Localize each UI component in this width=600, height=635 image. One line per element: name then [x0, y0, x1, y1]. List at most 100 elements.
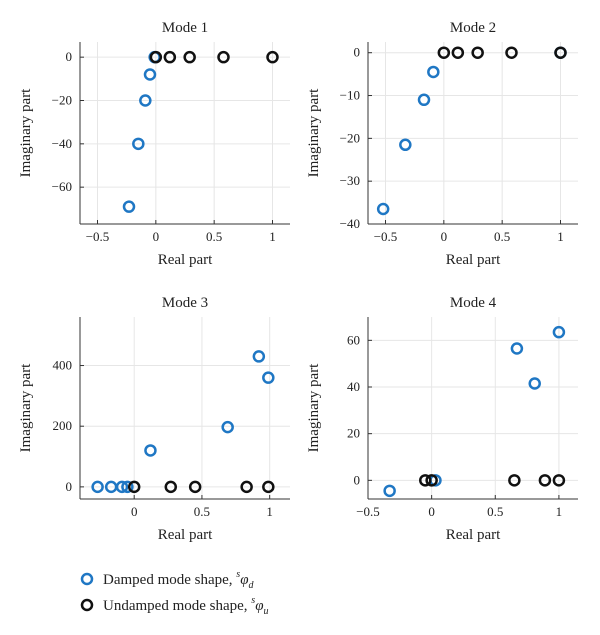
mode-1-damped-point — [139, 94, 152, 107]
mode-4-undamped-point — [538, 474, 552, 487]
mode-1-damped-point — [132, 137, 145, 151]
mode-4-damped-point — [510, 342, 524, 355]
mode-2-x-tick-label: 0.5 — [494, 229, 510, 244]
mode-2-damped-point — [376, 202, 390, 216]
mode-2-title: Mode 2 — [450, 20, 496, 36]
mode-3-title: Mode 3 — [162, 295, 208, 311]
mode-4-damped-point — [552, 325, 566, 339]
mode-3-x-tick-label: 1 — [266, 504, 273, 519]
legend-marker-damped — [80, 572, 94, 586]
mode-2-y-tick-label: −20 — [340, 130, 360, 145]
mode-4-y-axis-label: Imaginary part — [306, 363, 322, 453]
legend: Damped mode shape, sφd Undamped mode sha… — [80, 569, 269, 617]
mode-3-damped-series — [91, 350, 275, 494]
mode-1-x-tick-label: 0 — [153, 229, 160, 244]
mode-3-plot-area — [80, 317, 290, 499]
mode-3-undamped-point — [188, 480, 202, 494]
mode-1-y-tick-label: −20 — [52, 93, 72, 108]
mode-1-damped-point — [122, 200, 136, 213]
mode-1-y-tick-label: −40 — [52, 136, 72, 151]
mode-3-y-tick-label: 400 — [53, 358, 73, 373]
mode-3-damped-point — [144, 444, 157, 457]
mode-2-y-axis-label: Imaginary part — [306, 88, 322, 178]
legend-marker-undamped — [80, 598, 94, 612]
mode-3-y-tick-label: 0 — [66, 479, 73, 494]
mode-1-y-tick-label: −60 — [52, 179, 72, 194]
mode-4-x-axis-label: Real part — [446, 527, 501, 543]
mode-1-panel: −0.5 0 0.5 1 −60 −40 −20 0 Mode 1 Real part Imagin… — [18, 20, 290, 268]
mode-3-x-axis-label: Real part — [158, 527, 213, 543]
mode-4-x-tick-label: 0.5 — [487, 504, 503, 519]
mode-3-undamped-series — [127, 480, 275, 494]
mode-1-undamped-series — [149, 50, 279, 64]
mode-3-y-axis-label: Imaginary part — [18, 363, 34, 453]
mode-2-damped-point — [427, 65, 440, 79]
mode-1-damped-point — [143, 68, 157, 81]
mode-4-y-tick-label: 0 — [354, 472, 361, 487]
mode-4-y-tick-label: 20 — [347, 426, 360, 441]
mode-4-plot-area — [368, 317, 578, 499]
mode-1-undamped-point — [163, 50, 177, 64]
mode-1-plot-area — [80, 42, 290, 224]
mode-4-y-tick-label: 40 — [347, 379, 360, 394]
mode-2-undamped-series — [437, 46, 567, 59]
mode-2-x-tick-label: 1 — [557, 229, 564, 244]
mode-2-plot-area — [368, 42, 578, 224]
mode-2-undamped-point — [437, 46, 451, 59]
mode-3-damped-point — [121, 480, 134, 494]
mode-4-damped-point — [528, 377, 541, 390]
mode-3-damped-point — [252, 350, 266, 363]
mode-2-y-tick-label: 0 — [354, 45, 361, 60]
mode-3-damped-point — [115, 480, 129, 494]
mode-2-undamped-point — [451, 46, 465, 59]
mode-3-undamped-point — [240, 480, 253, 494]
mode-2-x-axis-label: Real part — [446, 252, 501, 268]
mode-1-y-tick-label: 0 — [66, 49, 73, 64]
mode-2-damped-point — [417, 93, 431, 107]
mode-3-y-tick-label: 200 — [53, 418, 73, 433]
mode-4-x-tick-label: 1 — [556, 504, 563, 519]
mode-4-x-tick-label: 0 — [428, 504, 435, 519]
legend-item-damped: Damped mode shape, sφd — [80, 569, 255, 591]
mode-2-undamped-point — [471, 46, 484, 59]
mode-1-x-tick-label: 1 — [269, 229, 276, 244]
mode-4-panel: −0.5 0 0.5 1 0 20 40 60 Mode 4 Real part Imaginary… — [306, 295, 578, 543]
mode-1-undamped-point — [217, 50, 230, 64]
mode-3-x-tick-label: 0.5 — [194, 504, 210, 519]
mode-2-y-tick-label: −30 — [340, 173, 360, 188]
mode-3-undamped-point — [262, 480, 275, 494]
mode-1-undamped-point — [183, 50, 196, 64]
mode-3-x-tick-label: 0 — [131, 504, 138, 519]
mode-1-undamped-point — [149, 50, 163, 64]
mode-3-undamped-point — [127, 480, 141, 494]
mode-1-title: Mode 1 — [162, 20, 208, 36]
mode-4-damped-series — [383, 325, 566, 498]
mode-2-y-tick-label: −10 — [340, 88, 360, 103]
legend-label-undamped: Undamped mode shape, sφu — [103, 595, 269, 617]
legend-label-damped: Damped mode shape, sφd — [103, 569, 255, 591]
mode-4-undamped-point — [552, 474, 566, 487]
mode-1-undamped-point — [266, 50, 279, 64]
mode-1-x-tick-label: −0.5 — [86, 229, 110, 244]
mode-4-y-tick-label: 60 — [347, 332, 360, 347]
mode-3-panel: 0 0.5 1 0 200 400 Mode 3 Real part Imaginary par… — [18, 295, 290, 543]
mode-3-undamped-point — [164, 480, 178, 494]
mode-4-undamped-series — [419, 474, 566, 487]
mode-4-x-tick-label: −0.5 — [356, 504, 380, 519]
legend-item-undamped: Undamped mode shape, sφu — [80, 595, 269, 617]
mode-4-undamped-point — [425, 474, 438, 487]
mode-2-y-tick-label: −40 — [340, 216, 360, 231]
mode-2-x-tick-label: −0.5 — [374, 229, 398, 244]
mode-1-x-axis-label: Real part — [158, 252, 213, 268]
mode-4-title: Mode 4 — [450, 295, 497, 311]
mode-4-undamped-point — [419, 474, 432, 487]
mode-4-damped-point — [383, 484, 396, 498]
mode-2-panel: −0.5 0 0.5 1 −40 −30 −20 −10 0 Mode 2 Real part Ima… — [306, 20, 578, 268]
mode-2-undamped-point — [554, 46, 567, 59]
mode-3-damped-point — [221, 420, 234, 434]
mode-2-damped-point — [399, 138, 412, 152]
mode-3-damped-point — [262, 371, 275, 384]
mode-3-damped-point — [91, 480, 104, 494]
mode-4-undamped-point — [508, 474, 521, 487]
